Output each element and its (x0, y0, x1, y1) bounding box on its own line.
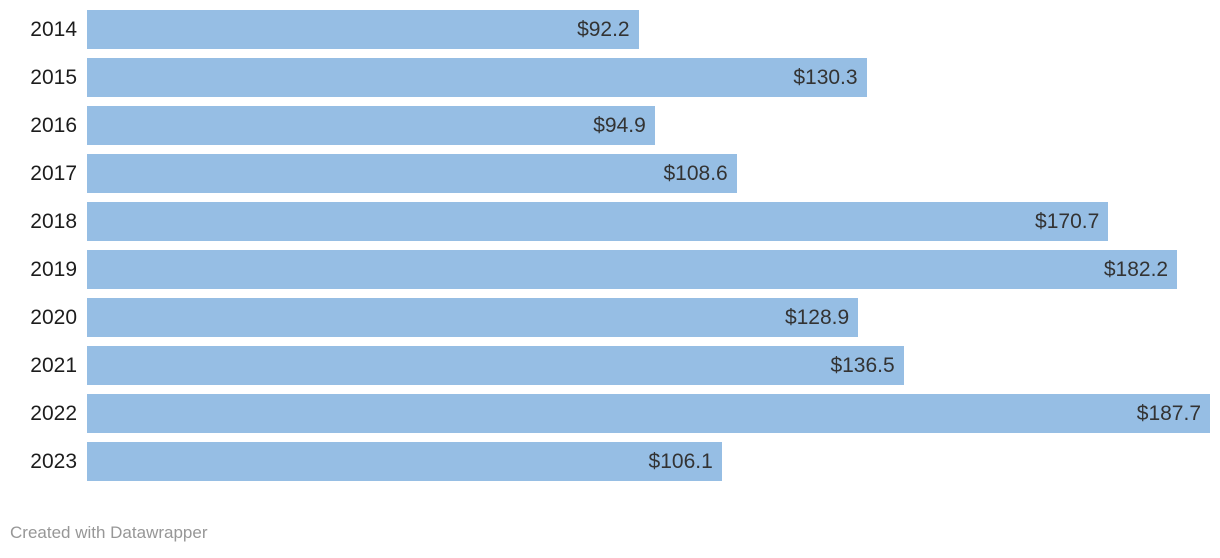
chart-row: 2019 $182.2 (0, 250, 1220, 289)
chart-row: 2021 $136.5 (0, 346, 1220, 385)
chart-row: 2014 $92.2 (0, 10, 1220, 49)
value-label: $108.6 (663, 161, 728, 185)
bar: $170.7 (87, 202, 1109, 241)
bar-track: $170.7 (87, 202, 1210, 241)
value-label: $106.1 (648, 449, 713, 473)
value-label: $187.7 (1136, 401, 1201, 425)
value-label: $92.2 (577, 17, 630, 41)
bar-track: $108.6 (87, 154, 1210, 193)
category-label: 2018 (30, 210, 77, 233)
bar-track: $94.9 (87, 106, 1210, 145)
chart-row: 2020 $128.9 (0, 298, 1220, 337)
bar-track: $136.5 (87, 346, 1210, 385)
bar: $94.9 (87, 106, 655, 145)
bar-track: $187.7 (87, 394, 1210, 433)
category-label: 2017 (30, 162, 77, 185)
bar-track: $106.1 (87, 442, 1210, 481)
bar: $128.9 (87, 298, 859, 337)
value-label: $136.5 (830, 353, 895, 377)
bar-track: $92.2 (87, 10, 1210, 49)
category-label: 2019 (30, 258, 77, 281)
bar-track: $128.9 (87, 298, 1210, 337)
category-label: 2015 (30, 66, 77, 89)
chart-rows: 2014 $92.2 2015 $130.3 2016 $94.9 2017 $108.6 20… (0, 10, 1220, 481)
bar-track: $182.2 (87, 250, 1210, 289)
chart-row: 2022 $187.7 (0, 394, 1220, 433)
chart-row: 2016 $94.9 (0, 106, 1220, 145)
category-label: 2016 (30, 114, 77, 137)
bar: $187.7 (87, 394, 1210, 433)
bar: $108.6 (87, 154, 737, 193)
value-label: $130.3 (793, 65, 858, 89)
value-label: $94.9 (593, 113, 646, 137)
chart-row: 2023 $106.1 (0, 442, 1220, 481)
category-label: 2021 (30, 354, 77, 377)
bar: $182.2 (87, 250, 1178, 289)
value-label: $170.7 (1035, 209, 1100, 233)
bar: $92.2 (87, 10, 639, 49)
bar-chart: 2014 $92.2 2015 $130.3 2016 $94.9 2017 $108.6 20… (0, 10, 1220, 481)
value-label: $128.9 (784, 305, 850, 329)
bar-track: $130.3 (87, 58, 1210, 97)
category-label: 2022 (30, 402, 77, 425)
chart-row: 2018 $170.7 (0, 202, 1220, 241)
bar: $106.1 (87, 442, 722, 481)
bar: $130.3 (87, 58, 867, 97)
chart-row: 2015 $130.3 (0, 58, 1220, 97)
category-label: 2023 (30, 450, 77, 473)
category-label: 2020 (30, 306, 77, 329)
bar: $136.5 (87, 346, 904, 385)
value-label: $182.2 (1103, 257, 1169, 281)
chart-row: 2017 $108.6 (0, 154, 1220, 193)
attribution-text: Created with Datawrapper (10, 523, 208, 542)
category-label: 2014 (30, 18, 77, 41)
